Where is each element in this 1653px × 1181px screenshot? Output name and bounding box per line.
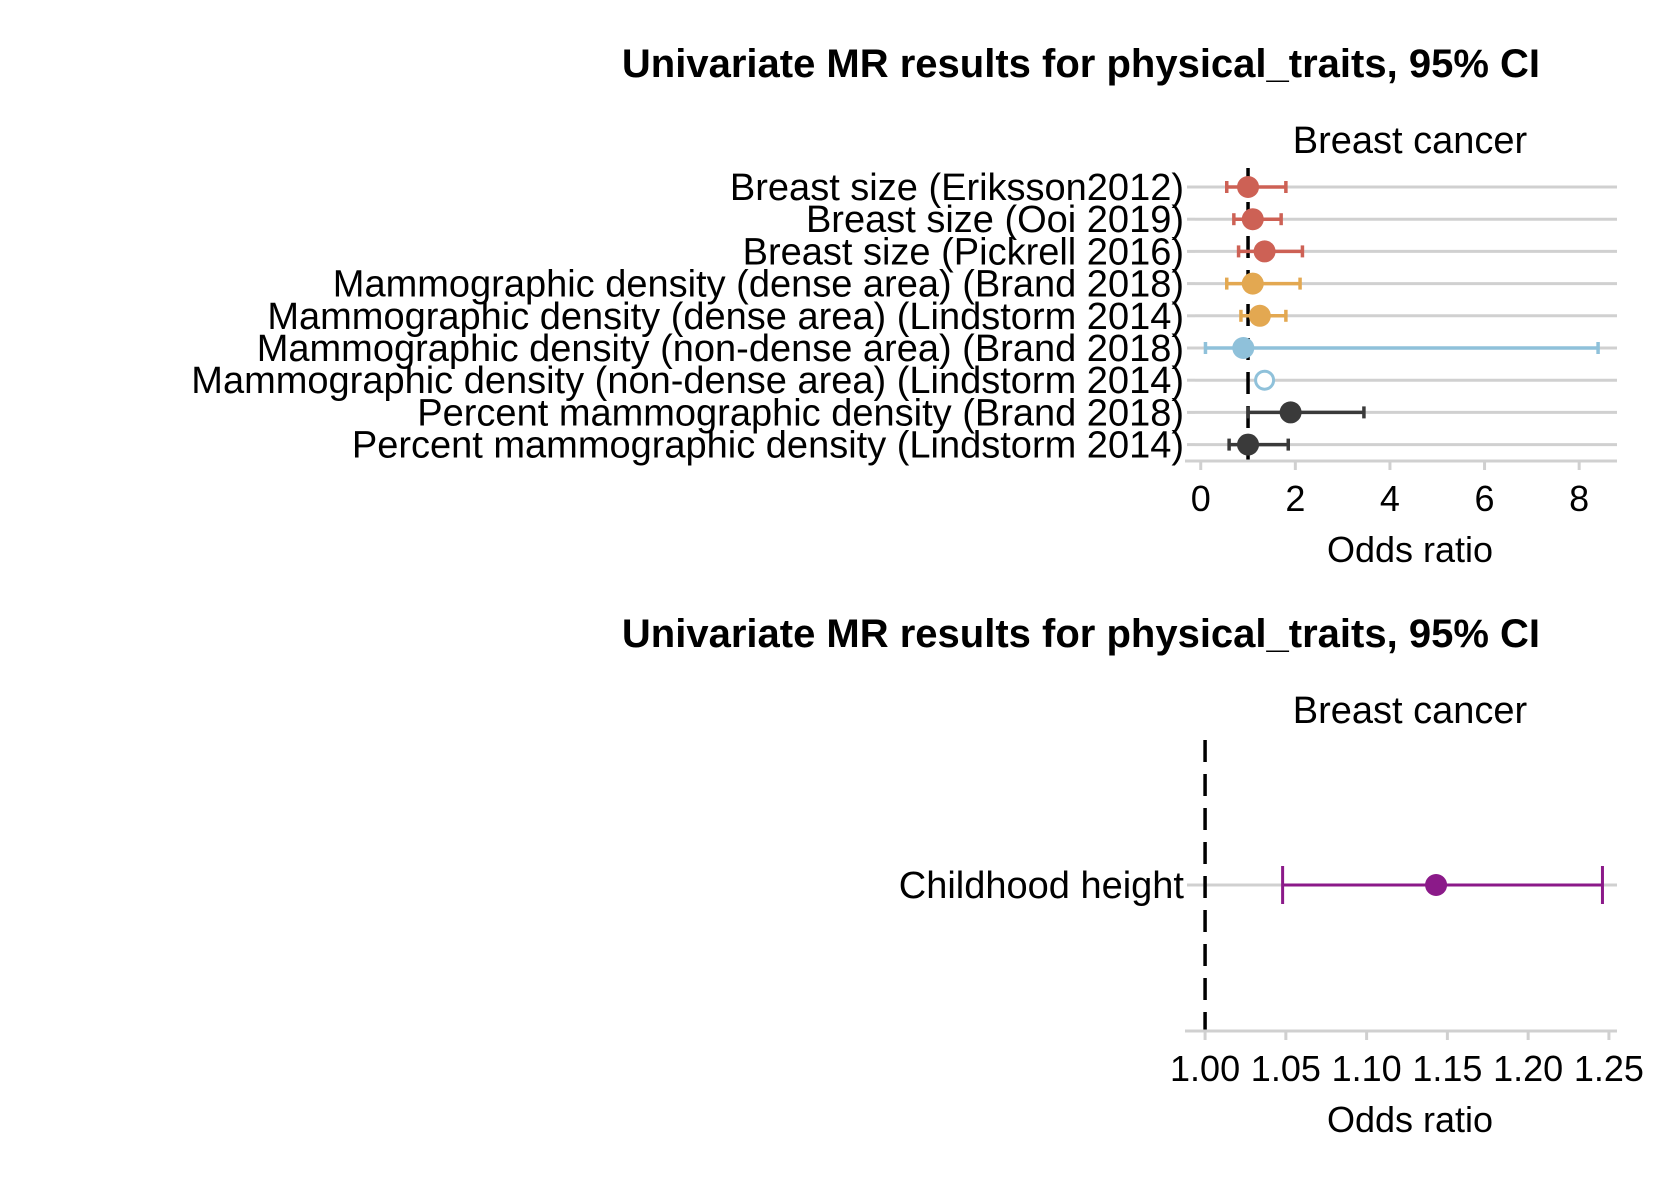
- chart-title: Univariate MR results for physical_trait…: [622, 42, 1540, 86]
- facet-label: Breast cancer: [1293, 690, 1528, 732]
- row-label: Breast size (Eriksson2012): [730, 167, 1184, 209]
- point-estimate: [1241, 272, 1264, 295]
- point-estimate: [1241, 208, 1264, 231]
- x-axis: 1.00 1.05 1.10 1.15 1.20 1.25: [1170, 1029, 1644, 1089]
- x-tick-label: 1.25: [1574, 1048, 1644, 1089]
- x-axis: 0 2 4 6 8: [1185, 459, 1617, 519]
- row-label: Mammographic density (dense area) (Linds…: [267, 296, 1184, 338]
- x-tick-label: 4: [1380, 478, 1400, 519]
- row-label: Mammographic density (dense area) (Brand…: [333, 264, 1184, 306]
- facet-label: Breast cancer: [1293, 120, 1528, 162]
- row-label: Mammographic density (non-dense area) (B…: [257, 328, 1184, 370]
- row-label: Childhood height: [899, 865, 1185, 907]
- x-axis-label: Odds ratio: [1327, 1099, 1493, 1140]
- point-estimate: [1232, 337, 1255, 359]
- x-tick-label: 0: [1191, 478, 1211, 519]
- x-tick-label: 2: [1285, 478, 1305, 519]
- x-tick-label: 1.15: [1412, 1048, 1482, 1089]
- x-tick-label: 1.00: [1170, 1048, 1240, 1089]
- x-tick-label: 8: [1569, 478, 1589, 519]
- x-tick-label: 6: [1475, 478, 1495, 519]
- row-label: Breast size (Ooi 2019): [806, 199, 1184, 241]
- point-estimate: [1425, 874, 1448, 896]
- data-marks: [1281, 866, 1604, 904]
- point-estimate: [1237, 176, 1260, 198]
- x-tick-label: 1.10: [1332, 1048, 1402, 1089]
- row-labels: Childhood height: [899, 865, 1185, 907]
- row-label: Percent mammographic density (Brand 2018…: [417, 392, 1184, 434]
- x-axis-label: Odds ratio: [1327, 529, 1493, 570]
- point-estimate: [1237, 433, 1260, 456]
- point-estimate: [1248, 304, 1271, 327]
- point-estimate: [1254, 369, 1276, 391]
- x-tick-label: 1.05: [1251, 1048, 1321, 1089]
- row-label: Percent mammographic density (Lindstorm …: [352, 425, 1184, 467]
- chart-title: Univariate MR results for physical_trait…: [622, 612, 1540, 656]
- data-marks: [1203, 176, 1600, 456]
- row-label: Breast size (Pickrell 2016): [743, 231, 1184, 273]
- x-tick-label: 1.20: [1493, 1048, 1563, 1089]
- point-estimate: [1253, 240, 1276, 263]
- row-labels: Breast size (Eriksson2012)Breast size (O…: [191, 167, 1184, 467]
- panel-physical-traits-bottom: Univariate MR results for physical_trait…: [622, 612, 1644, 1140]
- point-estimate: [1279, 401, 1302, 424]
- panel-physical-traits-top: Univariate MR results for physical_trait…: [191, 42, 1617, 570]
- row-label: Mammographic density (non-dense area) (L…: [191, 360, 1184, 402]
